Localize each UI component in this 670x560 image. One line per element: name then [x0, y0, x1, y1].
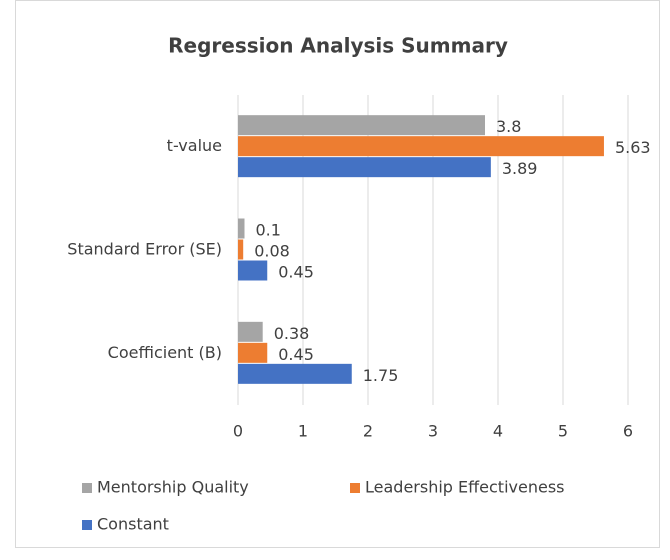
- legend-swatch: [82, 520, 92, 530]
- bar: [238, 115, 485, 136]
- bar: [238, 218, 245, 239]
- bar: [238, 239, 244, 260]
- data-label: 3.8: [496, 117, 521, 136]
- x-tick-label: 3: [428, 422, 438, 441]
- bar: [238, 136, 604, 157]
- bar: [238, 321, 263, 342]
- y-tick-label: Coefficient (B): [108, 343, 222, 362]
- data-label: 0.38: [274, 324, 310, 343]
- y-tick-label: Standard Error (SE): [67, 240, 222, 259]
- data-label: 0.45: [278, 263, 314, 282]
- data-label: 0.1: [256, 221, 281, 240]
- y-tick-label: t-value: [167, 136, 222, 155]
- legend-label: Mentorship Quality: [97, 478, 249, 497]
- x-tick-label: 4: [493, 422, 503, 441]
- legend-label: Leadership Effectiveness: [365, 478, 564, 497]
- bar: [238, 157, 491, 178]
- x-tick-label: 6: [623, 422, 633, 441]
- x-tick-label: 0: [233, 422, 243, 441]
- x-tick-label: 5: [558, 422, 568, 441]
- x-tick-label: 1: [298, 422, 308, 441]
- legend-swatch: [82, 483, 92, 493]
- data-label: 1.75: [363, 366, 399, 385]
- chart-title: Regression Analysis Summary: [168, 34, 508, 58]
- legend-swatch: [350, 483, 360, 493]
- chart-border: [15, 0, 660, 548]
- data-label: 5.63: [615, 138, 651, 157]
- x-tick-label: 2: [363, 422, 373, 441]
- data-label: 0.45: [278, 345, 314, 364]
- legend-label: Constant: [97, 515, 169, 534]
- bar: [238, 260, 268, 281]
- bar: [238, 342, 268, 363]
- bar: [238, 363, 352, 384]
- data-label: 3.89: [502, 159, 538, 178]
- data-label: 0.08: [254, 242, 290, 261]
